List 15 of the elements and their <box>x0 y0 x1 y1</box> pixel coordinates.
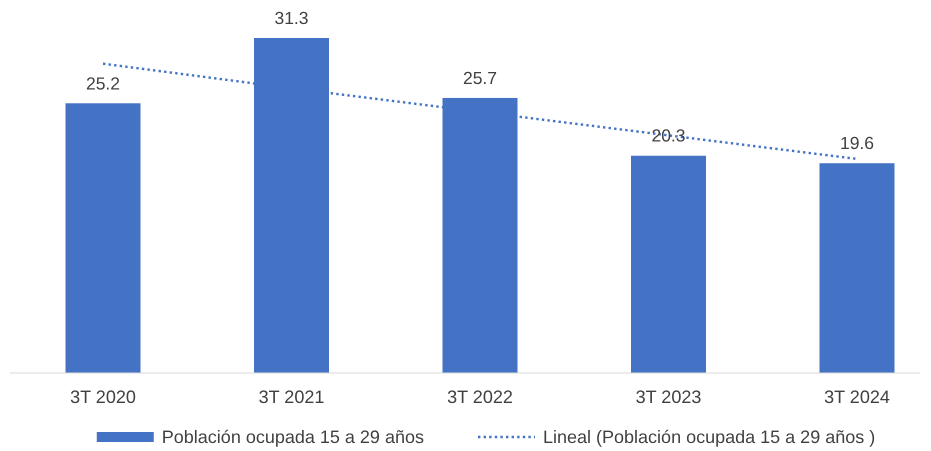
x-tick-label: 3T 2023 <box>636 387 702 407</box>
x-tick-label: 3T 2021 <box>258 387 324 407</box>
data-label: 25.2 <box>86 73 120 94</box>
x-tick-label: 3T 2022 <box>447 387 513 407</box>
bar <box>820 163 894 373</box>
bar <box>631 156 706 373</box>
legend-label: Población ocupada 15 a 29 años <box>162 427 424 447</box>
data-label: 25.7 <box>462 68 498 88</box>
legend-label: Lineal (Población ocupada 15 a 29 años ) <box>542 427 876 447</box>
x-tick-label: 3T 2020 <box>70 387 136 407</box>
data-label: 20.3 <box>651 126 686 146</box>
x-tick-label: 3T 2024 <box>824 387 890 407</box>
data-label: 19.6 <box>840 133 874 154</box>
bar <box>66 103 140 373</box>
data-label: 31.3 <box>274 8 309 28</box>
